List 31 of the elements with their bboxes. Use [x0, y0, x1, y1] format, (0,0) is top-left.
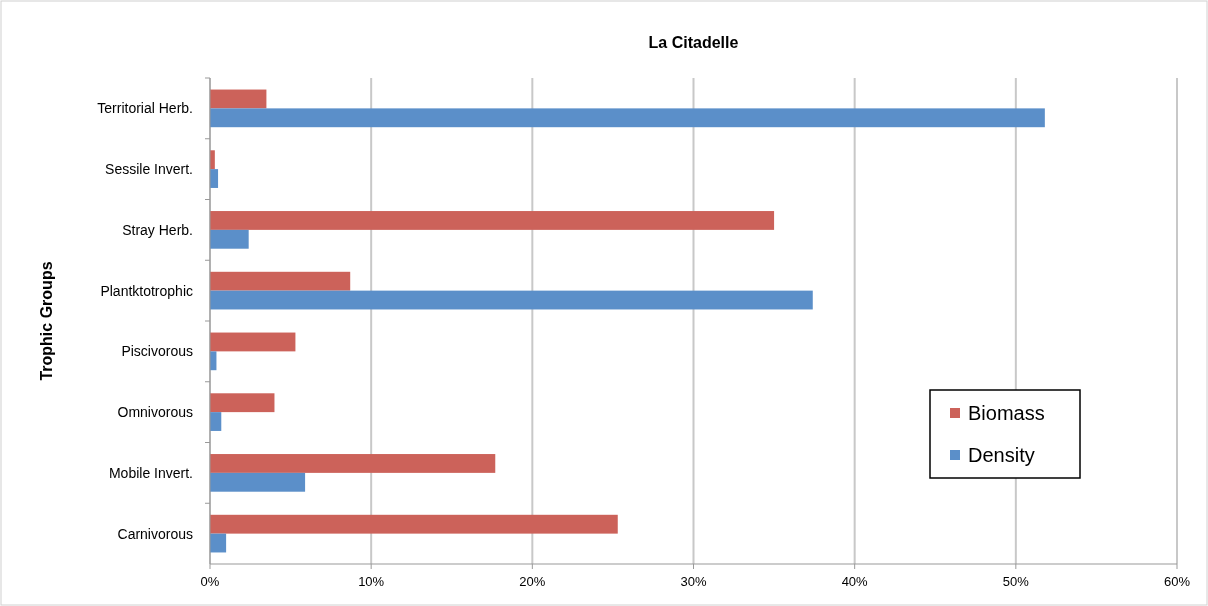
bar [210, 108, 1045, 128]
legend-label: Density [968, 444, 1035, 466]
x-tick-label: 40% [841, 574, 869, 589]
bar [210, 393, 275, 413]
bar [210, 332, 296, 352]
x-tick-label: 20% [519, 574, 546, 589]
bar [210, 290, 813, 310]
x-tick-label: 50% [1002, 574, 1030, 589]
y-tick-label: Mobile Invert. [108, 464, 193, 481]
y-tick-label: Territorial Herb. [97, 100, 193, 117]
bar [210, 89, 267, 109]
y-tick-label: Omnivorous [117, 404, 193, 421]
y-tick-label: Sessile Invert. [105, 161, 193, 178]
y-tick-label: Piscivorous [121, 343, 193, 360]
x-tick-label: 30% [680, 574, 707, 589]
bar [210, 229, 249, 249]
bar [210, 472, 306, 492]
y-tick-label: Carnivorous [117, 525, 193, 542]
chart-title: La Citadelle [648, 34, 739, 51]
bar [210, 454, 496, 473]
y-axis-title: Trophic Groups [38, 261, 55, 381]
bar [210, 412, 222, 431]
x-tick-label: 10% [358, 574, 385, 589]
legend-label: Biomass [968, 402, 1045, 424]
bar [210, 514, 618, 534]
bar [210, 271, 351, 291]
y-tick-label: Stray Herb. [122, 221, 193, 238]
y-tick-label: Plantktotrophic [100, 282, 193, 299]
x-tick-label: 0% [200, 574, 220, 589]
bar [210, 211, 775, 230]
x-tick-label: 60% [1163, 574, 1191, 589]
